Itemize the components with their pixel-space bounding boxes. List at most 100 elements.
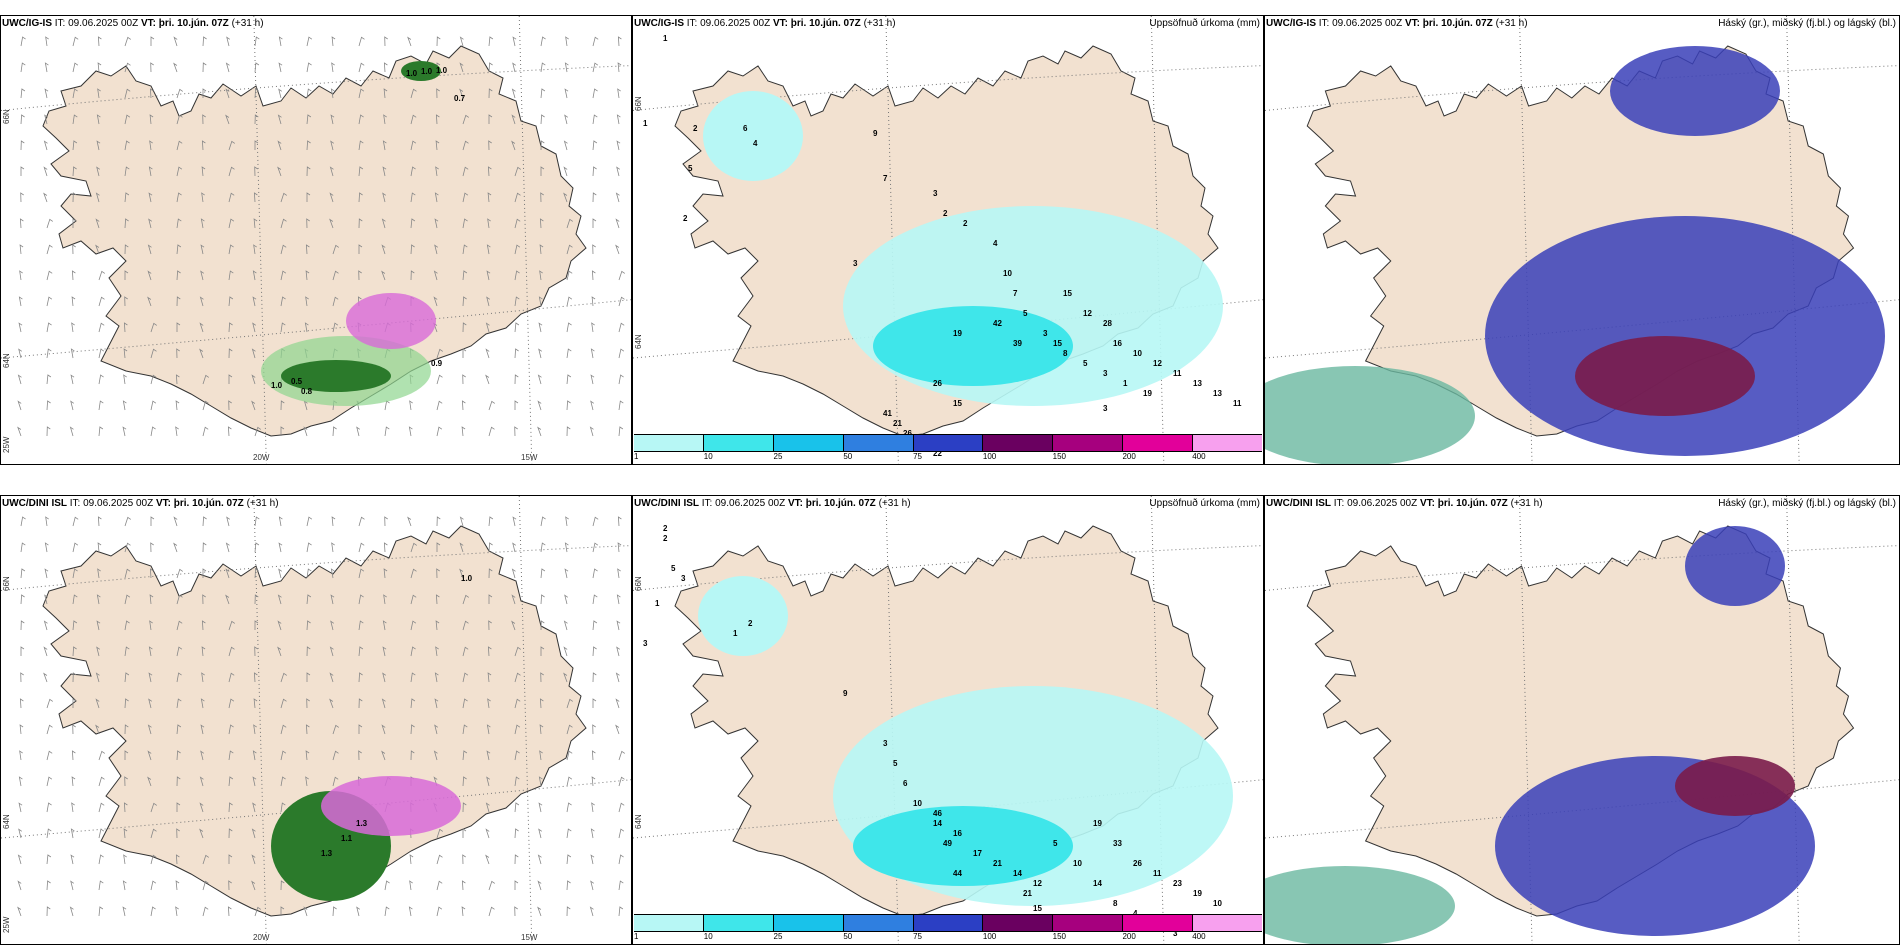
- wind-barb: [277, 140, 282, 151]
- wind-barb: [148, 672, 153, 683]
- colorbar-swatch: [1192, 915, 1263, 931]
- wind-barb: [228, 880, 232, 891]
- map-canvas: 1.0 1.0 1.00.70.51.00.80.9: [1, 16, 631, 464]
- wind-barb: [150, 62, 154, 73]
- wind-barb: [382, 166, 387, 177]
- wind-barb: [148, 192, 153, 203]
- wind-barb: [46, 322, 52, 333]
- precip-label: 26: [1133, 859, 1142, 868]
- wind-barb: [538, 296, 543, 307]
- wind-barb: [147, 244, 152, 255]
- wind-barb: [175, 400, 180, 411]
- precip-label: 4: [1133, 909, 1138, 918]
- wind-barb: [20, 646, 25, 656]
- wind-barb: [511, 88, 516, 99]
- precip-label: 16: [953, 829, 962, 838]
- precip-label: 13: [1193, 379, 1202, 388]
- wind-barb: [46, 724, 53, 735]
- wind-barb: [70, 880, 75, 891]
- precip-label: 1: [663, 34, 668, 43]
- lat-label-25w: 25W: [2, 436, 11, 453]
- precip-label: 23: [1173, 879, 1182, 888]
- wind-barb: [615, 672, 620, 683]
- wind-barb: [410, 244, 415, 255]
- wind-barb: [20, 620, 25, 631]
- wind-barb: [514, 854, 519, 865]
- snow-label: 1.0: [271, 381, 283, 390]
- wind-barb: [540, 542, 546, 553]
- wind-barb: [251, 828, 256, 839]
- wind-barb: [252, 270, 257, 281]
- wind-barb: [124, 140, 130, 151]
- wind-barb: [20, 672, 24, 683]
- wind-barb: [591, 750, 596, 761]
- wind-barb: [280, 296, 286, 307]
- graticule-line: [1, 545, 631, 591]
- wind-barb: [462, 750, 468, 761]
- wind-barb: [511, 620, 516, 631]
- wind-barb: [459, 516, 464, 527]
- wind-barb: [436, 516, 441, 527]
- wind-barb: [462, 828, 467, 838]
- precip-label: 3: [1103, 369, 1108, 378]
- wind-barb: [225, 88, 230, 99]
- wind-barb: [46, 244, 53, 255]
- wind-barb: [616, 166, 621, 177]
- wind-barb: [254, 426, 262, 437]
- wind-barb: [97, 88, 101, 99]
- wind-barb: [305, 750, 310, 761]
- wind-barb: [306, 166, 311, 177]
- wind-barb: [150, 516, 155, 526]
- snow-label: 1.3: [356, 819, 368, 828]
- precip-label: 19: [953, 329, 962, 338]
- wind-barb: [71, 750, 76, 761]
- wind-barb: [537, 400, 542, 411]
- precip-label: 19: [1143, 389, 1152, 398]
- colorbar-tick: 150: [1052, 452, 1067, 461]
- wind-barb: [176, 218, 182, 229]
- wind-barb: [618, 880, 624, 891]
- wind-barb: [538, 322, 543, 333]
- wind-barb: [539, 750, 543, 761]
- wind-barb: [566, 322, 572, 333]
- wind-barb: [124, 646, 130, 657]
- wind-barb: [43, 620, 48, 631]
- snow-label: 1.3: [321, 849, 333, 858]
- wind-barb: [20, 88, 26, 99]
- wind-barb: [199, 296, 204, 307]
- wind-barb: [124, 724, 129, 735]
- wind-barb: [72, 516, 79, 527]
- wind-barb: [173, 36, 178, 47]
- colorbar-tick: 200: [1122, 452, 1136, 461]
- wind-barb: [436, 348, 444, 359]
- wind-barb: [566, 400, 571, 411]
- wind-barb: [43, 166, 48, 177]
- wind-barb: [358, 218, 363, 229]
- wind-barb: [72, 218, 77, 228]
- wind-barb: [254, 568, 259, 579]
- wind-barb: [175, 426, 179, 437]
- graticule: [633, 496, 1263, 944]
- wind-barb: [72, 568, 78, 579]
- wind-barb: [514, 296, 520, 307]
- wind-barb: [176, 244, 182, 255]
- wind-barb: [592, 88, 598, 99]
- wind-barb: [98, 854, 104, 865]
- wind-barb: [485, 828, 490, 839]
- wind-barb: [252, 750, 257, 761]
- wind-barb: [537, 906, 542, 917]
- wind-barb: [564, 568, 569, 579]
- wind-barb: [254, 646, 258, 657]
- colorbar-swatch: [772, 435, 843, 451]
- wind-barb: [306, 140, 311, 151]
- precip-label: 6: [743, 124, 748, 133]
- wind-barb: [539, 724, 544, 735]
- wind-barb: [434, 724, 439, 735]
- wind-barb: [176, 828, 180, 839]
- wind-barb: [254, 906, 262, 917]
- wind-barb: [123, 322, 128, 333]
- wind-barb: [227, 426, 232, 437]
- wind-barb: [488, 140, 492, 151]
- snow-label: 1.1: [341, 834, 353, 843]
- wind-barb: [540, 140, 545, 151]
